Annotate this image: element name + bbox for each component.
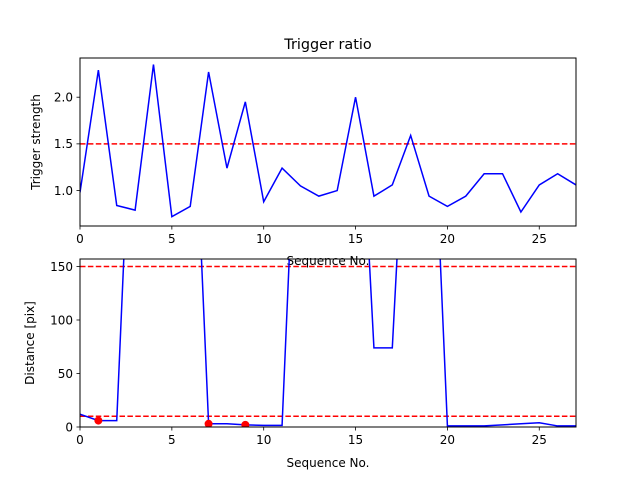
bottom-x-tick-label: 25	[532, 433, 547, 447]
bottom-y-tick-label: 50	[58, 367, 73, 381]
bottom-series-line	[80, 259, 576, 427]
bottom-marker-point	[241, 420, 250, 427]
bottom-x-tick-label: 0	[76, 433, 84, 447]
top-x-tick-label: 20	[440, 232, 455, 246]
top-y-tick-label: 2.0	[54, 91, 73, 105]
bottom-y-tick-label: 0	[65, 420, 73, 434]
bottom-subplot: 0 5 10 15 20 25 0 50 100 150 Sequence No. Distan…	[23, 258, 577, 470]
bottom-x-axis-label: Sequence No.	[287, 456, 370, 470]
bottom-marker-point	[204, 419, 213, 427]
top-series-line	[80, 64, 576, 218]
bottom-x-tick-label: 15	[348, 433, 363, 447]
bottom-x-tick-label: 20	[440, 433, 455, 447]
top-x-tick-label: 0	[76, 232, 84, 246]
top-x-ticks: 0 5 10 15 20 25	[76, 226, 547, 246]
bottom-x-ticks: 0 5 10 15 20 25	[76, 427, 547, 447]
bottom-plot-area	[80, 259, 576, 427]
top-y-tick-label: 1.0	[54, 184, 73, 198]
top-x-tick-label: 25	[532, 232, 547, 246]
top-x-axis-label: Sequence No.	[287, 254, 370, 268]
top-y-axis-label: Trigger strength	[29, 94, 43, 191]
top-axes-frame	[79, 57, 577, 227]
top-plot-area	[80, 64, 576, 218]
top-x-tick-label: 10	[256, 232, 271, 246]
bottom-axes-frame	[79, 258, 577, 428]
bottom-y-axis-label: Distance [pix]	[23, 301, 37, 385]
top-y-ticks: 1.0 1.5 2.0	[54, 91, 80, 198]
bottom-marker-point	[94, 416, 103, 425]
bottom-y-ticks: 0 50 100 150	[50, 260, 80, 434]
bottom-y-tick-label: 150	[50, 260, 73, 274]
bottom-x-tick-label: 5	[168, 433, 176, 447]
top-x-tick-label: 15	[348, 232, 363, 246]
top-subplot: Trigger ratio 0 5 10 15 20 25 1.0 1.5 2.0 Seque…	[29, 37, 577, 268]
top-y-tick-label: 1.5	[54, 137, 73, 151]
top-x-tick-label: 5	[168, 232, 176, 246]
bottom-x-tick-label: 10	[256, 433, 271, 447]
top-chart-title: Trigger ratio	[283, 37, 372, 53]
bottom-y-tick-label: 100	[50, 313, 73, 327]
